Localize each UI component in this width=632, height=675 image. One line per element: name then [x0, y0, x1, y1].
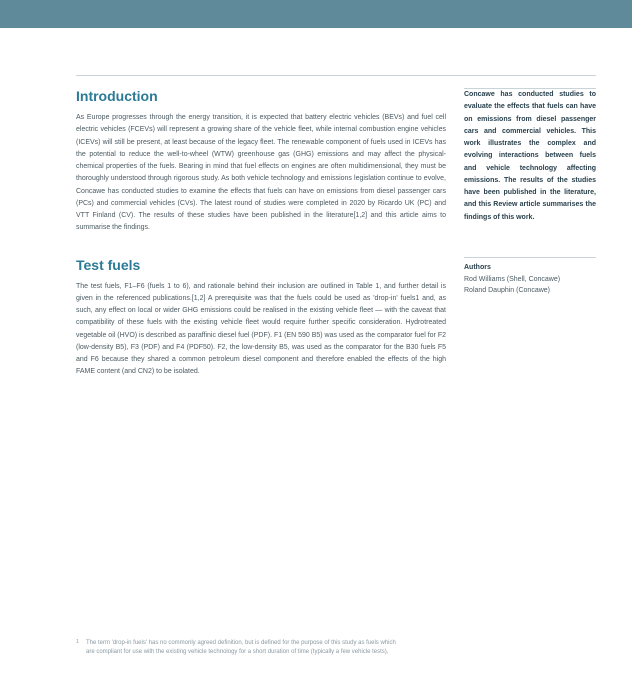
testfuels-heading: Test fuels — [76, 257, 446, 273]
testfuels-body: The test fuels, F1–F6 (fuels 1 to 6), an… — [76, 281, 446, 379]
author-2: Roland Dauphin (Concawe) — [464, 285, 596, 296]
introduction-summary: Concawe has conducted studies to evaluat… — [464, 89, 596, 224]
top-horizontal-rule — [76, 75, 596, 76]
footnote-text-2: are compliant for use with the existing … — [86, 649, 388, 655]
footnote-line-1: 1 The term 'drop-in fuels' has no common… — [76, 639, 446, 648]
top-color-band — [0, 0, 632, 28]
authors-label: Authors — [464, 264, 596, 271]
footnotes-block: 1 The term 'drop-in fuels' has no common… — [76, 639, 446, 657]
introduction-body: As Europe progresses through the energy … — [76, 112, 446, 235]
introduction-main: Introduction As Europe progresses throug… — [76, 88, 446, 235]
testfuels-row: Test fuels The test fuels, F1–F6 (fuels … — [76, 257, 596, 379]
testfuels-main: Test fuels The test fuels, F1–F6 (fuels … — [76, 257, 446, 379]
introduction-sidebar: Concawe has conducted studies to evaluat… — [464, 88, 596, 235]
footnote-text-1: The term 'drop-in fuels' has no commonly… — [86, 640, 396, 646]
footnote-marker: 1 — [76, 639, 79, 647]
testfuels-sidebar: Authors Rod Williams (Shell, Concawe) Ro… — [464, 257, 596, 379]
page-content: Introduction As Europe progresses throug… — [0, 28, 632, 675]
author-1: Rod Williams (Shell, Concawe) — [464, 274, 596, 285]
introduction-heading: Introduction — [76, 88, 446, 104]
footnote-line-2: are compliant for use with the existing … — [76, 648, 446, 657]
introduction-row: Introduction As Europe progresses throug… — [76, 88, 596, 235]
